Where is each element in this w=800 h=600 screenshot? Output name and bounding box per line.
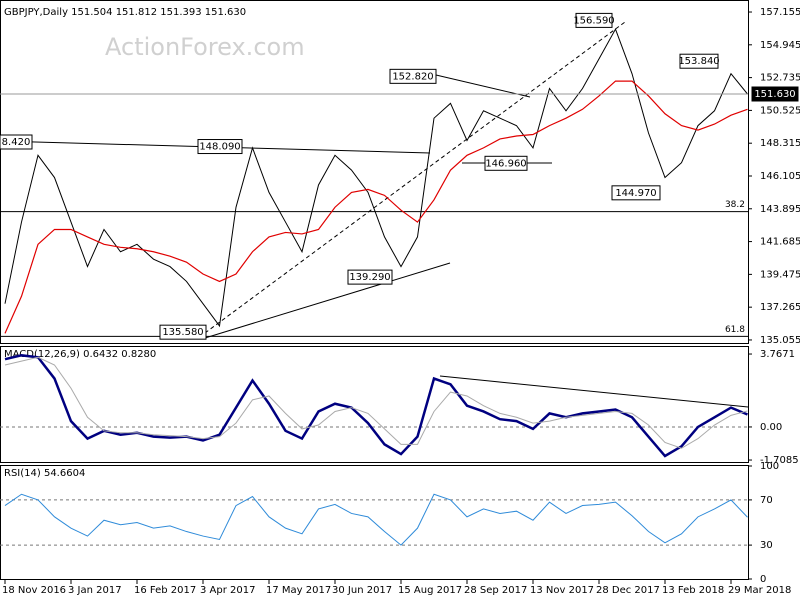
y-tick-label: 70 <box>760 495 773 506</box>
macd-title: MACD(12,26,9) 0.6432 0.8280 <box>4 349 156 360</box>
series-line <box>4 354 748 458</box>
y-tick-label: 30 <box>760 540 773 551</box>
y-tick-label: 143.895 <box>760 204 800 215</box>
y-tick-label: 135.055 <box>760 335 800 346</box>
x-tick-label: 29 Mar 2018 <box>728 585 791 596</box>
price-label: 146.960 <box>485 158 526 169</box>
price-label: 8.420 <box>2 137 31 148</box>
price-label: 153.840 <box>678 56 719 67</box>
series-line <box>4 80 748 334</box>
price-label-box <box>679 53 719 69</box>
fib-label: 61.8 <box>725 325 745 335</box>
x-tick-label: 17 May 2017 <box>266 585 331 596</box>
fib-label: 38.2 <box>725 200 745 210</box>
price-title: GBPJPY,Daily 151.504 151.812 151.393 151… <box>4 7 246 18</box>
price-label: 148.090 <box>199 142 240 153</box>
macd-panel <box>0 346 749 463</box>
x-tick-label: 30 Jun 2017 <box>332 585 392 596</box>
macd-trend-line <box>439 375 749 408</box>
price-label-box <box>347 269 393 285</box>
price-label-box <box>197 139 243 155</box>
price-label-box <box>159 324 207 340</box>
y-tick-label: 141.685 <box>760 237 800 248</box>
y-tick-label: 154.945 <box>760 40 800 51</box>
y-tick-label: 0.00 <box>760 422 782 433</box>
trend-line <box>435 74 531 98</box>
x-tick-label: 3 Apr 2017 <box>200 585 255 596</box>
price-label: 156.590 <box>573 15 614 26</box>
x-tick-label: 3 Jan 2017 <box>68 585 122 596</box>
trend-line <box>204 262 451 339</box>
price-label-box <box>389 68 437 84</box>
y-tick-label: 100 <box>760 461 779 472</box>
price-label: 152.820 <box>392 71 433 82</box>
trend-channel <box>204 21 626 334</box>
y-tick-label: 146.105 <box>760 171 800 182</box>
x-tick-label: 16 Feb 2017 <box>134 585 196 596</box>
x-tick-label: 13 Feb 2018 <box>662 585 724 596</box>
rsi-panel <box>0 465 749 580</box>
series-line <box>4 493 748 546</box>
price-label-box <box>484 155 528 171</box>
y-tick-label: 157.155 <box>760 7 800 18</box>
price-label-box <box>751 86 799 102</box>
price-panel <box>0 0 749 344</box>
y-tick-label: 0 <box>760 574 766 585</box>
x-tick-label: 28 Sep 2017 <box>464 585 527 596</box>
y-tick-label: 139.475 <box>760 269 800 280</box>
y-tick-label: 3.7671 <box>760 349 795 360</box>
x-tick-label: 13 Nov 2017 <box>530 585 594 596</box>
price-label-box <box>575 12 613 28</box>
x-tick-label: 18 Nov 2016 <box>2 585 66 596</box>
y-tick-label: 137.265 <box>760 302 800 313</box>
y-tick-label: 152.735 <box>760 73 800 84</box>
price-label: 139.290 <box>349 272 390 283</box>
y-tick-label: 148.315 <box>760 138 800 149</box>
watermark: ActionForex.com <box>105 33 305 61</box>
price-label: 151.630 <box>754 89 795 100</box>
y-tick-label: 150.525 <box>760 105 800 116</box>
price-label-box <box>611 185 661 201</box>
x-tick-label: 15 Aug 2017 <box>398 585 462 596</box>
price-label: 144.970 <box>615 188 656 199</box>
rsi-title: RSI(14) 54.6604 <box>4 468 85 479</box>
y-tick-label: -1.7085 <box>760 455 799 466</box>
price-label: 135.580 <box>162 327 203 338</box>
x-tick-label: 28 Dec 2017 <box>596 585 660 596</box>
price-label-box <box>0 134 33 150</box>
series-line <box>4 356 748 449</box>
